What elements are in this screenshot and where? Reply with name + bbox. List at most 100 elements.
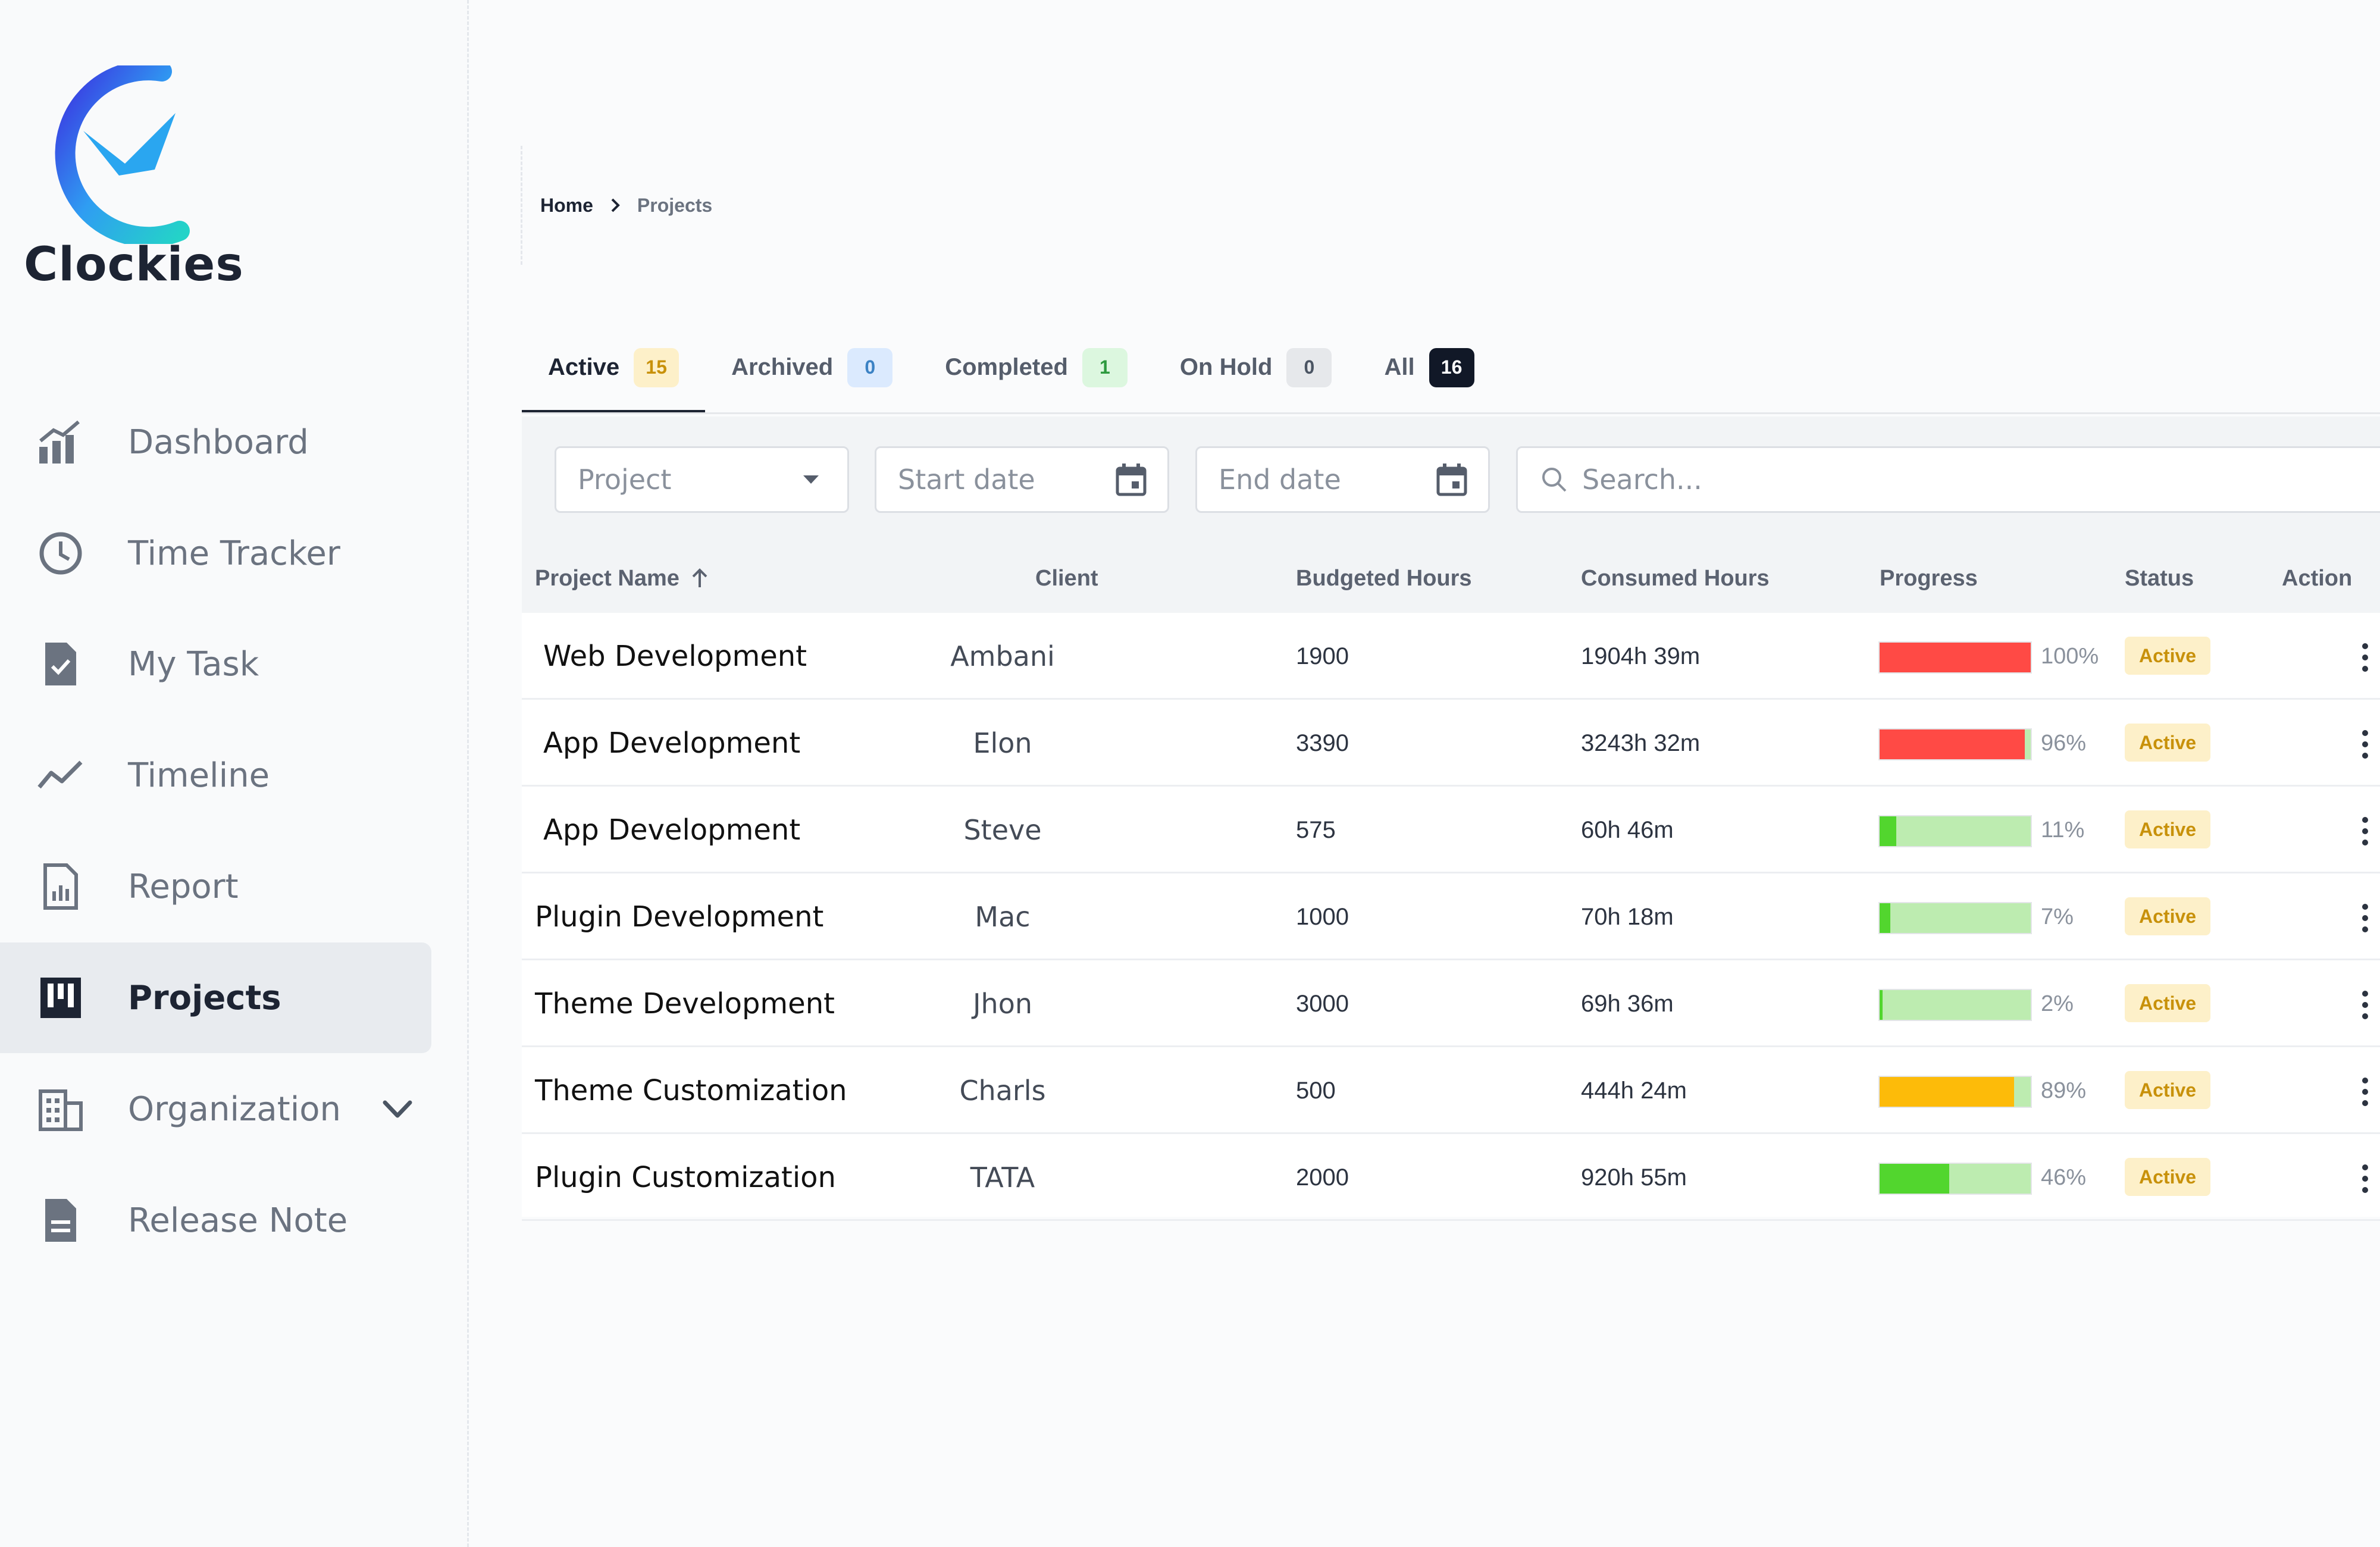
calendar-icon[interactable]: [1113, 461, 1150, 498]
app-logo[interactable]: Clockies: [24, 65, 243, 292]
project-select[interactable]: Project: [555, 446, 849, 513]
sidebar-item-report[interactable]: Report: [0, 831, 431, 942]
consumed-hours: 3243h 32m: [1581, 729, 1701, 756]
progress-percent: 2%: [2041, 991, 2074, 1016]
chevron-down-icon[interactable]: [377, 1088, 418, 1130]
tab-active[interactable]: Active 15: [522, 321, 706, 414]
report-icon: [37, 863, 84, 910]
sidebar-item-projects[interactable]: Projects: [0, 942, 431, 1053]
sidebar-item-time-tracker[interactable]: Time Tracker: [0, 498, 431, 609]
tab-count-badge: 0: [1286, 347, 1332, 387]
table-row[interactable]: App Development Elon 3390 3243h 32m 96% …: [522, 700, 2380, 787]
client-name: Ambani: [950, 640, 1055, 672]
project-name[interactable]: Plugin Development: [535, 900, 824, 934]
tab-label: All: [1384, 354, 1415, 380]
consumed-hours: 70h 18m: [1581, 903, 1674, 930]
progress-percent: 46%: [2041, 1164, 2087, 1190]
client-name: Mac: [975, 901, 1031, 933]
more-options-icon[interactable]: [2358, 989, 2372, 1021]
consumed-hours: 444h 24m: [1581, 1077, 1687, 1104]
tab-count-badge: 0: [847, 347, 893, 387]
sidebar-item-release-note[interactable]: Release Note: [0, 1165, 431, 1276]
status-badge: Active: [2125, 637, 2211, 675]
more-options-icon[interactable]: [2358, 815, 2372, 847]
more-options-icon[interactable]: [2358, 1163, 2372, 1195]
tab-label: Completed: [945, 354, 1068, 380]
project-name[interactable]: Theme Customization: [535, 1074, 847, 1107]
chevron-right-icon: [611, 198, 620, 212]
progress-fill: [1880, 990, 1883, 1020]
more-options-icon[interactable]: [2358, 728, 2372, 760]
budgeted-hours: 500: [1296, 1077, 1336, 1104]
progress-percent: 11%: [2041, 817, 2085, 843]
header-label: Project Name: [535, 566, 679, 591]
project-name[interactable]: Plugin Customization: [535, 1161, 836, 1194]
breadcrumb: Home Projects: [521, 146, 712, 265]
end-date-field[interactable]: End date: [1195, 446, 1490, 513]
budgeted-hours: 3390: [1296, 729, 1349, 756]
progress-bar: [1878, 1076, 2032, 1108]
consumed-hours: 60h 46m: [1581, 816, 1674, 843]
project-name[interactable]: App Development: [543, 813, 801, 847]
breadcrumb-home-link[interactable]: Home: [540, 194, 593, 216]
more-options-icon[interactable]: [2358, 1076, 2372, 1108]
table-row[interactable]: Theme Customization Charls 500 444h 24m …: [522, 1047, 2380, 1134]
more-options-icon[interactable]: [2358, 902, 2372, 934]
sidebar-item-my-task[interactable]: My Task: [0, 609, 431, 719]
sidebar-item-label: Organization: [128, 1089, 342, 1129]
tab-completed[interactable]: Completed 1: [919, 321, 1154, 414]
end-date-placeholder: End date: [1219, 464, 1341, 496]
clock-icon: [37, 530, 84, 577]
status-badge: Active: [2125, 984, 2211, 1022]
task-icon: [37, 640, 84, 688]
sidebar-item-label: Report: [128, 867, 239, 906]
table-row[interactable]: Plugin Development Mac 1000 70h 18m 7% A…: [522, 873, 2380, 960]
sidebar-item-label: Projects: [128, 978, 281, 1017]
sidebar-item-timeline[interactable]: Timeline: [0, 720, 431, 831]
sidebar-item-label: Timeline: [128, 756, 270, 795]
progress-fill: [1880, 1077, 2015, 1107]
table-row[interactable]: Web Development Ambani 1900 1904h 39m 10…: [522, 613, 2380, 700]
client-name: Elon: [973, 727, 1032, 759]
header-budgeted-hours: Budgeted Hours: [1296, 566, 1472, 591]
table-row[interactable]: Plugin Customization TATA 2000 920h 55m …: [522, 1134, 2380, 1221]
tab-label: On Hold: [1179, 354, 1273, 380]
sidebar-item-label: Time Tracker: [128, 534, 340, 573]
budgeted-hours: 1000: [1296, 903, 1349, 930]
chart-icon: [37, 418, 84, 466]
search-input[interactable]: Search...: [1516, 446, 2380, 513]
tab-on-hold[interactable]: On Hold 0: [1154, 321, 1358, 414]
tabs-divider: [522, 412, 2380, 414]
budgeted-hours: 3000: [1296, 990, 1349, 1017]
consumed-hours: 920h 55m: [1581, 1164, 1687, 1191]
project-name[interactable]: App Development: [543, 726, 801, 760]
caret-down-icon: [803, 475, 819, 484]
table-row[interactable]: Theme Development Jhon 3000 69h 36m 2% A…: [522, 960, 2380, 1047]
start-date-field[interactable]: Start date: [875, 446, 1169, 513]
search-icon: [1542, 468, 1567, 492]
header-project-name[interactable]: Project Name: [535, 544, 712, 613]
progress-bar: [1878, 902, 2032, 934]
organization-icon: [37, 1085, 84, 1133]
progress-bar: [1878, 641, 2032, 674]
more-options-icon[interactable]: [2358, 641, 2372, 674]
budgeted-hours: 575: [1296, 816, 1336, 843]
tab-count-badge: 1: [1082, 347, 1128, 387]
tab-archived[interactable]: Archived 0: [705, 321, 919, 414]
project-name[interactable]: Theme Development: [535, 987, 835, 1020]
sidebar-item-dashboard[interactable]: Dashboard: [0, 387, 431, 497]
tab-count-badge: 15: [634, 347, 679, 387]
status-badge: Active: [2125, 1071, 2211, 1109]
header-client: Client: [1035, 566, 1098, 591]
table-row[interactable]: App Development Steve 575 60h 46m 11% Ac…: [522, 787, 2380, 873]
calendar-icon[interactable]: [1433, 461, 1470, 498]
sidebar-item-organization[interactable]: Organization: [0, 1054, 431, 1164]
status-badge: Active: [2125, 1158, 2211, 1196]
tab-all[interactable]: All 16: [1358, 321, 1500, 414]
header-consumed-hours: Consumed Hours: [1581, 566, 1770, 591]
progress-percent: 96%: [2041, 730, 2087, 756]
progress-fill: [1880, 643, 2031, 672]
project-name[interactable]: Web Development: [543, 640, 807, 673]
sidebar-item-label: My Task: [128, 644, 259, 684]
sort-ascending-icon[interactable]: [688, 567, 712, 591]
